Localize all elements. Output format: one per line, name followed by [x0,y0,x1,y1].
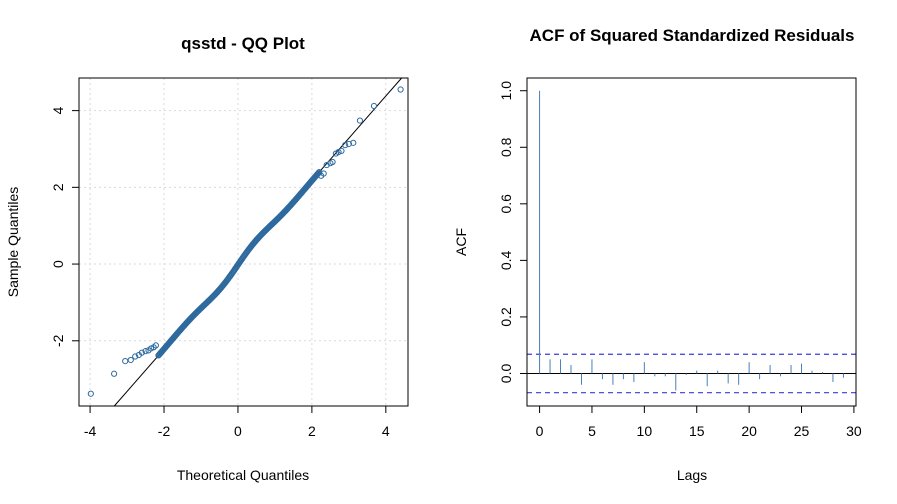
acf-plot-panel: ACF of Squared Standardized Residuals 0 5… [453,26,862,483]
qq-y-axis-label: Sample Quantiles [5,187,21,298]
qq-y-tick-label: 4 [50,107,66,115]
qq-plot-panel: qsstd - QQ Plot -4 -2 0 2 4 -2 0 2 4 Theoretica… [5,34,409,483]
qq-point [152,342,159,349]
qq-point [342,142,349,149]
qq-point [127,356,134,364]
qq-x-tick-label: 0 [234,423,242,439]
acf-x-axis: 0 5 10 15 20 25 30 [536,406,862,439]
acf-confidence-bands [527,353,856,394]
acf-plot-frame [526,77,857,407]
acf-y-tick-label: 0.0 [498,364,514,384]
qq-x-axis-label: Theoretical Quantiles [177,467,309,483]
acf-x-tick-label: 20 [741,423,757,439]
qq-point [138,349,145,356]
qq-point [338,147,345,154]
qq-plot-frame [78,77,409,407]
acf-y-tick-label: 0.2 [498,307,514,327]
qq-point [142,348,149,355]
acf-bars [539,90,844,391]
qq-point [122,358,129,365]
qq-y-tick-label: -2 [50,334,66,347]
qq-point [132,353,139,360]
acf-x-tick-label: 5 [588,423,596,439]
qq-point [345,140,352,148]
acf-x-tick-label: 10 [637,423,653,439]
acf-y-axis-label: ACF [453,228,469,256]
acf-x-tick-label: 15 [689,423,705,439]
qq-y-tick-label: 2 [50,183,66,191]
acf-y-tick-label: 0.6 [498,194,514,214]
acf-y-tick-label: 0.8 [498,137,514,157]
qq-x-tick-label: -4 [84,423,97,439]
acf-y-tick-label: 1.0 [498,81,514,101]
qq-plot-title: qsstd - QQ Plot [181,34,305,53]
qq-point [350,139,357,146]
qq-points [87,86,404,397]
qq-point [356,117,364,124]
acf-plot-title: ACF of Squared Standardized Residuals [530,26,855,45]
acf-y-axis: 0.0 0.2 0.4 0.6 0.8 1.0 [498,81,527,383]
qq-x-axis: -4 -2 0 2 4 [84,406,390,439]
qq-point [335,148,342,156]
qq-x-tick-label: 2 [308,423,316,439]
qq-y-tick-label: 0 [50,260,66,268]
qq-point [87,390,94,397]
acf-x-axis-label: Lags [677,467,707,483]
qq-x-tick-label: 4 [382,423,390,439]
qq-point [370,102,378,110]
acf-x-tick-label: 30 [846,423,862,439]
qq-point [320,170,327,177]
qq-y-axis: -2 0 2 4 [50,107,79,347]
acf-y-tick-label: 0.4 [498,250,514,270]
qq-point [329,158,336,166]
acf-x-tick-label: 0 [536,423,544,439]
acf-x-tick-label: 25 [794,423,810,439]
qq-point [111,370,118,377]
qq-x-tick-label: -2 [158,423,171,439]
qq-point [397,86,404,93]
